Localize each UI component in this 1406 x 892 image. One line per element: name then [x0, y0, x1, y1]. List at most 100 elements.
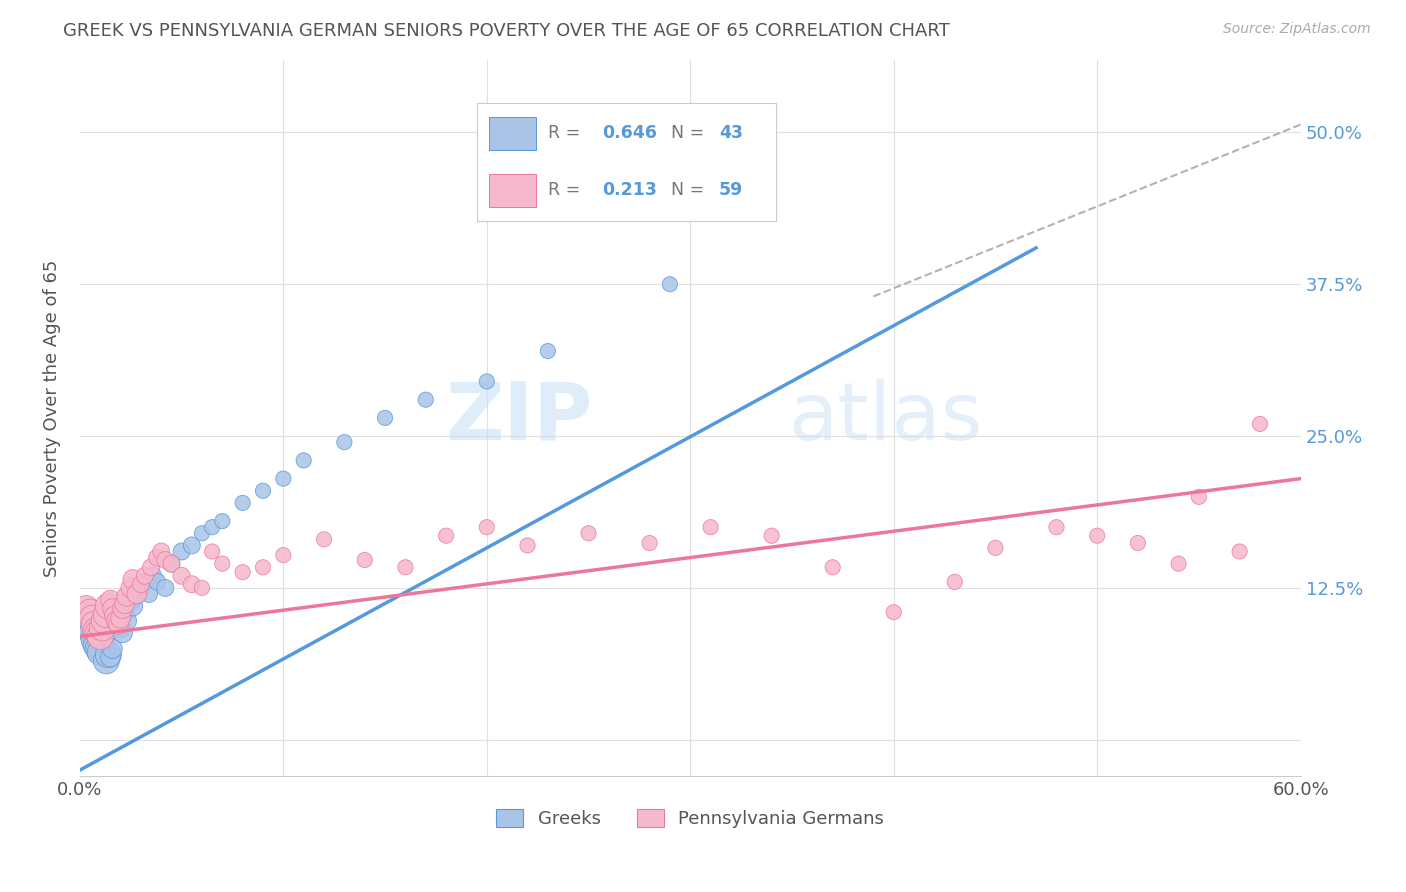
Point [394, 560, 416, 574]
Point [111, 625, 134, 640]
Point [232, 565, 254, 579]
Point [1045, 520, 1067, 534]
Point [115, 614, 138, 628]
Point [170, 544, 193, 558]
Point [434, 529, 457, 543]
Point [353, 553, 375, 567]
Text: Source: ZipAtlas.com: Source: ZipAtlas.com [1223, 22, 1371, 37]
Point [943, 574, 966, 589]
Point [121, 573, 143, 587]
Point [134, 574, 156, 589]
Point [1167, 557, 1189, 571]
Point [211, 557, 233, 571]
Point [516, 538, 538, 552]
Point [273, 472, 295, 486]
Point [232, 496, 254, 510]
Point [415, 392, 437, 407]
Text: GREEK VS PENNSYLVANIA GERMAN SENIORS POVERTY OVER THE AGE OF 65 CORRELATION CHAR: GREEK VS PENNSYLVANIA GERMAN SENIORS POV… [63, 22, 950, 40]
Point [1126, 536, 1149, 550]
Point [312, 533, 335, 547]
Point [475, 375, 498, 389]
Point [1229, 544, 1251, 558]
Point [252, 483, 274, 498]
Point [180, 577, 202, 591]
Point [1085, 529, 1108, 543]
Point [114, 605, 136, 619]
Point [150, 544, 173, 558]
Point [125, 587, 148, 601]
Point [180, 538, 202, 552]
Point [105, 614, 128, 628]
Point [80, 625, 103, 640]
Point [699, 520, 721, 534]
Legend: Greeks, Pennsylvania Germans: Greeks, Pennsylvania Germans [489, 801, 891, 835]
Point [114, 597, 136, 611]
Point [120, 581, 142, 595]
Text: atlas: atlas [787, 379, 983, 457]
Point [100, 650, 122, 665]
Point [80, 611, 103, 625]
Point [475, 520, 498, 534]
Point [139, 560, 162, 574]
Point [79, 605, 101, 619]
Point [83, 633, 105, 648]
Point [201, 520, 224, 534]
Point [84, 638, 107, 652]
Point [160, 557, 183, 571]
Point [292, 453, 315, 467]
Point [93, 624, 115, 638]
Point [191, 526, 214, 541]
Point [125, 587, 148, 601]
Point [1249, 417, 1271, 431]
Point [883, 605, 905, 619]
Point [89, 645, 111, 659]
Point [89, 630, 111, 644]
Point [658, 277, 681, 292]
Point [110, 611, 132, 625]
Point [1188, 490, 1211, 504]
Point [333, 435, 356, 450]
Point [96, 607, 118, 622]
Point [103, 608, 125, 623]
Text: ZIP: ZIP [446, 379, 592, 457]
Point [537, 344, 560, 359]
Point [91, 630, 114, 644]
Point [107, 617, 129, 632]
Point [146, 550, 169, 565]
Point [97, 648, 120, 662]
Point [107, 617, 129, 632]
Y-axis label: Seniors Poverty Over the Age of 65: Seniors Poverty Over the Age of 65 [44, 260, 60, 576]
Point [191, 581, 214, 595]
Point [87, 641, 110, 656]
Point [160, 557, 183, 571]
Point [146, 574, 169, 589]
Point [91, 621, 114, 635]
Point [211, 514, 233, 528]
Point [761, 529, 783, 543]
Point [120, 593, 142, 607]
Point [142, 568, 165, 582]
Point [578, 526, 600, 541]
Point [134, 568, 156, 582]
Point [638, 536, 661, 550]
Point [170, 568, 193, 582]
Point [101, 601, 124, 615]
Point [121, 599, 143, 614]
Point [97, 599, 120, 614]
Point [273, 548, 295, 562]
Point [138, 587, 160, 601]
Point [155, 581, 177, 595]
Point [111, 601, 134, 615]
Point [129, 581, 152, 595]
Point [105, 611, 128, 625]
Point [110, 621, 132, 635]
Point [83, 617, 105, 632]
Point [84, 624, 107, 638]
Point [101, 641, 124, 656]
Point [79, 617, 101, 632]
Point [100, 593, 122, 607]
Point [155, 553, 177, 567]
Point [201, 544, 224, 558]
Point [87, 625, 110, 640]
Point [252, 560, 274, 574]
